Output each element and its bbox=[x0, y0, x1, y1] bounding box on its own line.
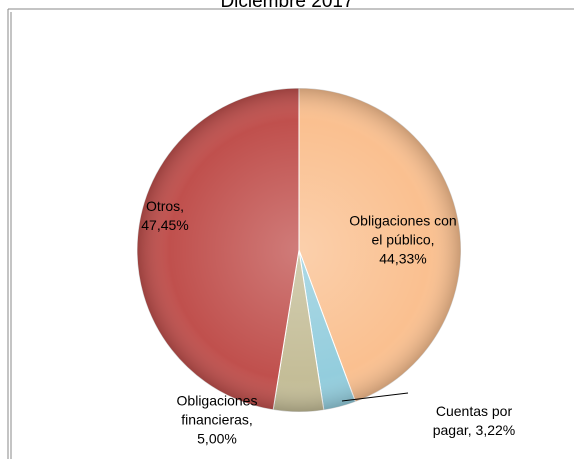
chart-title: Diciembre 2017 bbox=[220, 0, 354, 12]
data-label: Cuentas por pagar, 3,22% bbox=[432, 403, 516, 438]
data-label: Obligaciones financieras, 5,00% bbox=[176, 392, 258, 447]
data-label: Otros, 47,45% bbox=[141, 198, 189, 233]
data-label: Obligaciones con el público, 44,33% bbox=[349, 212, 457, 267]
leader-line bbox=[341, 392, 409, 402]
pie-slice bbox=[136, 87, 300, 411]
